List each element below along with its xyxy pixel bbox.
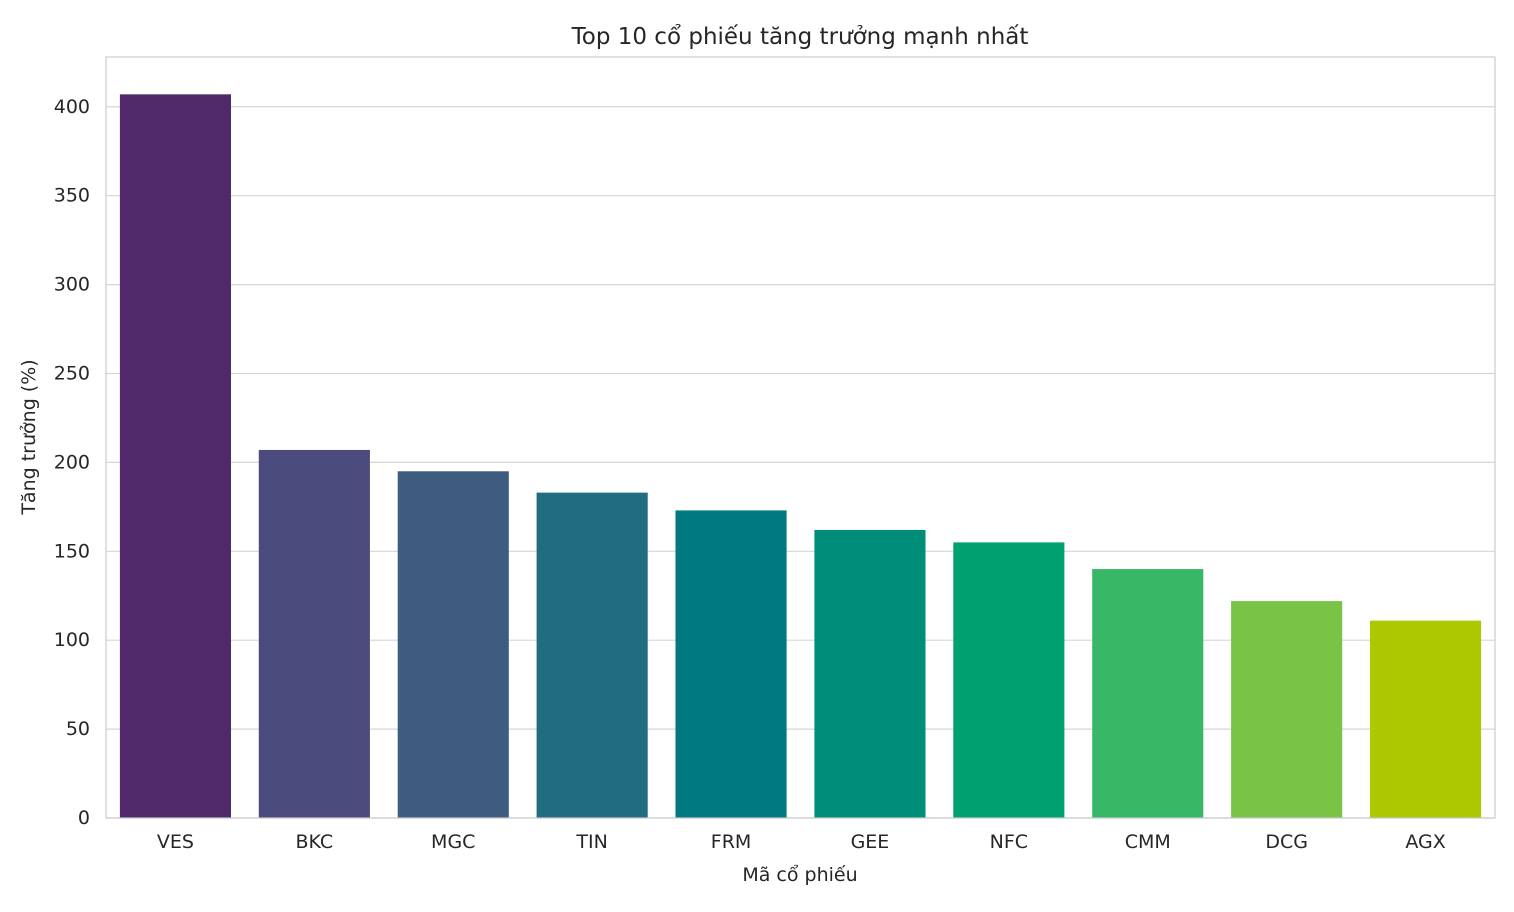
y-tick-label: 300 bbox=[54, 274, 90, 296]
y-tick-label: 0 bbox=[78, 807, 90, 829]
y-tick-label: 200 bbox=[54, 451, 90, 473]
x-tick-label: TIN bbox=[575, 831, 607, 853]
x-tick-label: GEE bbox=[851, 831, 890, 853]
bar-mgc bbox=[397, 471, 509, 818]
y-axis-ticks: 0 50 100 150 200 250 300 350 400 bbox=[54, 96, 90, 829]
bar-nfc bbox=[953, 542, 1065, 818]
x-tick-label: AGX bbox=[1405, 831, 1445, 853]
y-tick-label: 250 bbox=[54, 362, 90, 384]
bars bbox=[119, 94, 1482, 818]
x-axis-ticks: VES BKC MGC TIN FRM GEE NFC CMM DCG AGX bbox=[157, 831, 1446, 853]
bar-ves bbox=[119, 94, 232, 818]
x-tick-label: MGC bbox=[431, 831, 475, 853]
y-tick-label: 400 bbox=[54, 96, 90, 118]
x-tick-label: CMM bbox=[1125, 831, 1171, 853]
y-tick-label: 50 bbox=[66, 718, 90, 740]
x-tick-label: VES bbox=[157, 831, 194, 853]
y-tick-label: 150 bbox=[54, 540, 90, 562]
x-tick-label: NFC bbox=[990, 831, 1028, 853]
y-axis-label: Tăng trưởng (%) bbox=[18, 359, 40, 515]
chart-title: Top 10 cổ phiếu tăng trưởng mạnh nhất bbox=[571, 24, 1029, 50]
plot-frame bbox=[105, 56, 1496, 819]
x-tick-label: DCG bbox=[1265, 831, 1308, 853]
x-axis-label: Mã cổ phiếu bbox=[742, 864, 857, 886]
bar-frm bbox=[675, 510, 787, 818]
x-tick-label: FRM bbox=[711, 831, 752, 853]
y-tick-label: 100 bbox=[54, 629, 90, 651]
bar-gee bbox=[814, 529, 926, 818]
bar-agx bbox=[1369, 620, 1482, 818]
bar-dcg bbox=[1231, 601, 1343, 818]
bar-bkc bbox=[258, 449, 370, 818]
x-tick-label: BKC bbox=[295, 831, 333, 853]
bar-cmm bbox=[1092, 569, 1204, 818]
y-tick-label: 350 bbox=[54, 185, 90, 207]
bar-tin bbox=[536, 492, 648, 818]
